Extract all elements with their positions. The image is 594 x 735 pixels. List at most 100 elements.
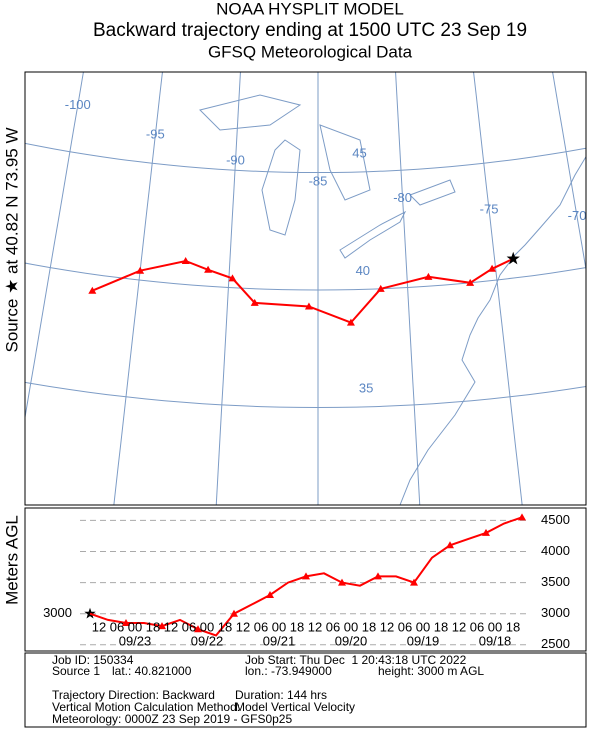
- height-marker: [158, 622, 166, 630]
- time-label: 12: [380, 619, 394, 634]
- source-star: [506, 251, 520, 265]
- date-label: 09/21: [263, 633, 296, 648]
- height-marker: [194, 625, 202, 633]
- map: -100 -95 -90 -85 -80 -75 -70 35 40 45: [25, 72, 587, 505]
- height-marker: [374, 572, 382, 580]
- trajectory-marker: [424, 272, 433, 280]
- time-label: 18: [218, 619, 232, 634]
- lon-label: -80: [393, 190, 412, 205]
- trajectory-marker: [466, 278, 475, 286]
- title-model: NOAA HYSPLIT MODEL: [216, 0, 404, 18]
- time-label: 12: [236, 619, 250, 634]
- trajectory-marker: [204, 265, 213, 273]
- y-tick-label: 4000: [541, 543, 570, 558]
- meridian: [215, 72, 241, 505]
- height-marker: [302, 572, 310, 580]
- time-label: 18: [506, 619, 520, 634]
- lake-michigan: [261, 139, 301, 236]
- lake-huron: [319, 124, 371, 201]
- time-label: 06: [182, 619, 196, 634]
- lon-label: -85: [309, 173, 328, 188]
- footer-text: Duration: 144 hrs: [235, 688, 327, 702]
- source-height-label: 3000: [43, 605, 72, 620]
- trajectory-marker: [181, 257, 190, 265]
- time-label: 06: [470, 619, 484, 634]
- time-label: 00: [200, 619, 214, 634]
- time-label: 06: [398, 619, 412, 634]
- title-main: Backward trajectory ending at 1500 UTC 2…: [93, 20, 527, 41]
- trajectory-line: [91, 257, 514, 324]
- lon-label: -70: [568, 208, 587, 223]
- y-tick-label: 3500: [541, 574, 570, 589]
- time-label: 00: [488, 619, 502, 634]
- footer-text: Model Vertical Velocity: [235, 700, 355, 714]
- height-marker: [410, 578, 418, 586]
- trajectory-marker: [488, 264, 497, 272]
- lake-erie: [339, 210, 407, 259]
- coastline: [399, 155, 586, 505]
- time-label: 18: [146, 619, 160, 634]
- meridian: [113, 72, 163, 505]
- lat-label: 35: [359, 380, 373, 395]
- height-marker: [230, 609, 238, 617]
- footer-text: Source 1: [52, 664, 100, 678]
- footer-text: lat.: 40.821000: [112, 664, 192, 678]
- lon-label: -95: [146, 127, 165, 142]
- time-label: 12: [164, 619, 178, 634]
- source-height-star: [84, 607, 96, 619]
- date-label: 09/19: [407, 633, 440, 648]
- footer-text: Job ID: 150334: [52, 653, 134, 667]
- height-marker: [338, 578, 346, 586]
- footer-text: Trajectory Direction: Backward: [52, 688, 215, 702]
- height-frame: [24, 507, 587, 652]
- height-axis-label: Meters AGL: [2, 515, 21, 605]
- time-label: 00: [344, 619, 358, 634]
- title-met: GFSQ Meteorological Data: [208, 42, 413, 61]
- source-label: Source ★ at 40.82 N 73.95 W: [2, 127, 21, 352]
- trajectory-marker: [304, 302, 313, 310]
- time-label: 00: [128, 619, 142, 634]
- trajectory-marker: [250, 298, 259, 306]
- lake-ontario: [409, 179, 456, 206]
- trajectory-marker: [346, 318, 355, 326]
- height-marker: [122, 619, 130, 627]
- time-label: 12: [308, 619, 322, 634]
- lon-label: -90: [226, 152, 245, 167]
- lon-label: -100: [65, 97, 91, 112]
- trajectory-marker: [136, 266, 145, 274]
- meridian: [395, 72, 421, 505]
- time-label: 00: [272, 619, 286, 634]
- height-marker: [518, 513, 526, 521]
- time-label: 06: [326, 619, 340, 634]
- footer-text: Job Start: Thu Dec 1 20:43:18 UTC 2022: [245, 653, 467, 667]
- trajectory-marker: [376, 284, 385, 292]
- lon-label: -75: [480, 201, 499, 216]
- map-frame: [24, 71, 587, 506]
- footer-text: lon.: -73.949000: [245, 664, 332, 678]
- footer-frame: [24, 652, 587, 728]
- parallel: [25, 381, 586, 409]
- parallel: [25, 262, 586, 291]
- time-label: 00: [416, 619, 430, 634]
- height-marker: [446, 541, 454, 549]
- time-label: 18: [290, 619, 304, 634]
- lake-superior: [199, 94, 302, 131]
- time-label: 12: [452, 619, 466, 634]
- time-label: 06: [110, 619, 124, 634]
- time-label: 18: [362, 619, 376, 634]
- trajectory-marker: [88, 286, 97, 294]
- y-tick-label: 2500: [541, 636, 570, 651]
- footer-text: height: 3000 m AGL: [378, 664, 484, 678]
- height-marker: [482, 528, 490, 536]
- footer-text: Vertical Motion Calculation Method:: [52, 700, 240, 714]
- trajectory-marker: [228, 274, 237, 282]
- time-label: 06: [254, 619, 268, 634]
- date-label: 09/22: [191, 633, 224, 648]
- date-label: 09/18: [479, 633, 512, 648]
- y-tick-label: 3000: [541, 605, 570, 620]
- parallel: [25, 142, 586, 173]
- date-label: 09/23: [119, 633, 152, 648]
- y-tick-label: 4500: [541, 512, 570, 527]
- time-label: 12: [92, 619, 106, 634]
